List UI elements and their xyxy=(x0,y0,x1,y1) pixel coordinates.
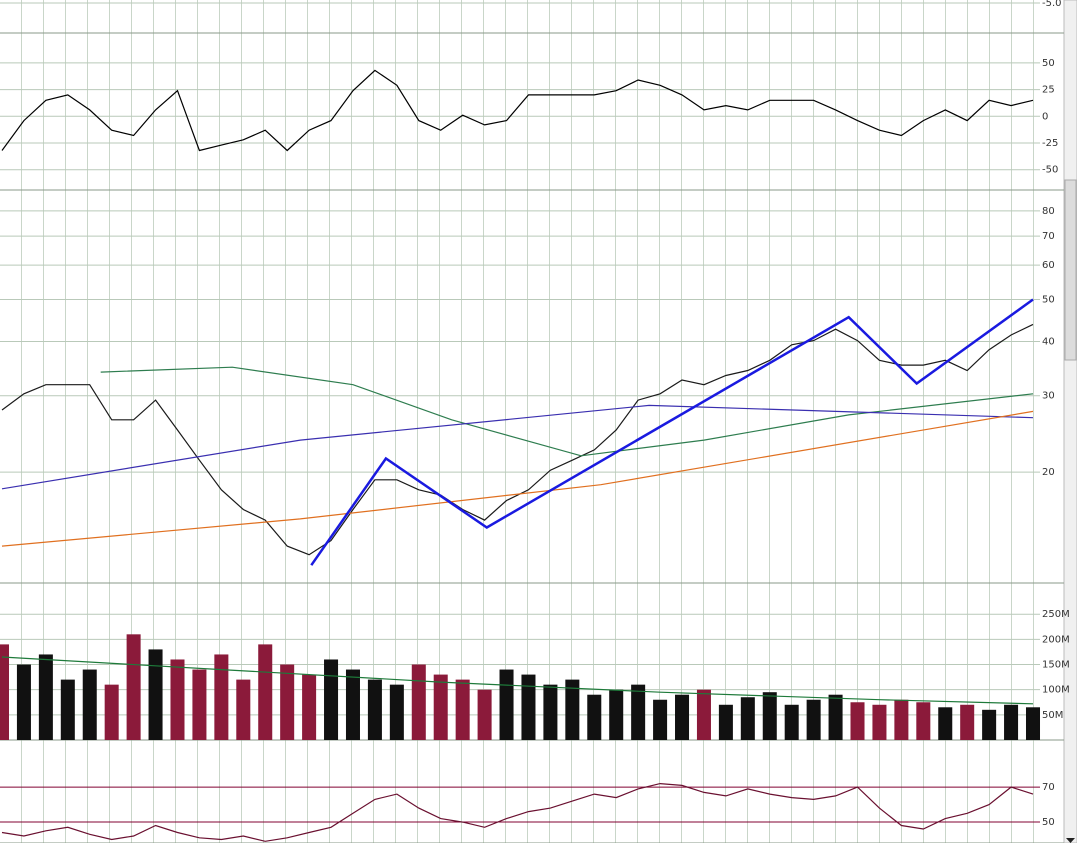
volume-bar xyxy=(982,709,997,740)
y-tick-label: 70 xyxy=(1042,782,1055,793)
volume-bar xyxy=(104,684,119,740)
volume-bar xyxy=(126,634,141,740)
volume-bar xyxy=(543,684,558,740)
scroll-thumb[interactable] xyxy=(1064,179,1077,361)
y-tick-label: 30 xyxy=(1042,391,1055,402)
volume-bar xyxy=(302,674,317,740)
volume-bar xyxy=(718,704,733,740)
volume-bar xyxy=(192,669,207,740)
volume-bar xyxy=(1004,704,1019,740)
y-tick-label: -5.0 xyxy=(1042,0,1062,9)
volume-bar xyxy=(1025,707,1041,740)
volume-bar xyxy=(872,704,887,740)
y-tick-label: 40 xyxy=(1042,337,1055,348)
volume-bar xyxy=(389,684,404,740)
volume-bar xyxy=(258,644,273,740)
volume-bar xyxy=(82,669,97,740)
y-tick-label: 50 xyxy=(1042,58,1055,69)
y-tick-label: -25 xyxy=(1042,138,1058,149)
volume-bar xyxy=(455,679,470,740)
volume-bar xyxy=(828,694,843,740)
volume-bar xyxy=(696,689,711,740)
volume-bar xyxy=(499,669,514,740)
volume-bar xyxy=(762,692,777,740)
volume-bar xyxy=(938,707,953,740)
y-tick-label: 250M xyxy=(1042,609,1070,620)
y-tick-label: 0 xyxy=(1042,111,1048,122)
volume-bar xyxy=(236,679,251,740)
volume-bar xyxy=(280,664,295,740)
volume-bar xyxy=(587,694,602,740)
volume-bar xyxy=(740,697,755,740)
scroll-arrow[interactable] xyxy=(1066,838,1075,843)
volume-bar xyxy=(675,694,690,740)
y-tick-label: 70 xyxy=(1042,231,1055,242)
volume-bar xyxy=(345,669,360,740)
y-tick-label: 20 xyxy=(1042,467,1055,478)
volume-bar xyxy=(148,649,163,740)
volume-bar xyxy=(433,674,448,740)
volume-bar xyxy=(653,699,668,740)
series-line xyxy=(1,782,1034,842)
volume-bar xyxy=(631,684,646,740)
y-tick-label: 50M xyxy=(1042,710,1063,721)
y-tick-label: 100M xyxy=(1042,685,1070,696)
volume-bar xyxy=(916,702,931,740)
y-tick-label: 150M xyxy=(1042,660,1070,671)
series-line xyxy=(1,323,1034,556)
scrollbar[interactable] xyxy=(1063,0,1077,843)
series-line xyxy=(1,404,1034,490)
series-line xyxy=(310,298,1034,566)
series-line xyxy=(1,656,1034,705)
volume-bar xyxy=(324,659,339,740)
volume-bar xyxy=(0,644,10,740)
y-tick-label: -50 xyxy=(1042,165,1058,176)
volume-bar xyxy=(411,664,426,740)
volume-bar xyxy=(960,704,975,740)
y-tick-label: 200M xyxy=(1042,634,1070,645)
volume-bar xyxy=(367,679,382,740)
y-tick-label: 60 xyxy=(1042,260,1055,271)
volume-bar xyxy=(38,654,53,740)
volume-bar xyxy=(806,699,821,740)
volume-bar xyxy=(565,679,580,740)
volume-bar xyxy=(170,659,185,740)
volume-bar xyxy=(784,704,799,740)
volume-bar xyxy=(609,689,624,740)
volume-bar xyxy=(214,654,229,740)
volume-bar xyxy=(477,689,492,740)
volume-bar xyxy=(521,674,536,740)
volume-bar xyxy=(16,664,31,740)
y-tick-label: 25 xyxy=(1042,85,1055,96)
series-line xyxy=(100,366,1034,457)
y-tick-label: 50 xyxy=(1042,817,1055,828)
y-tick-label: 80 xyxy=(1042,206,1055,217)
volume-bar xyxy=(850,702,865,740)
y-tick-label: 50 xyxy=(1042,294,1055,305)
volume-bar xyxy=(60,679,75,740)
volume-bar xyxy=(894,699,909,740)
series-line xyxy=(1,69,1034,152)
